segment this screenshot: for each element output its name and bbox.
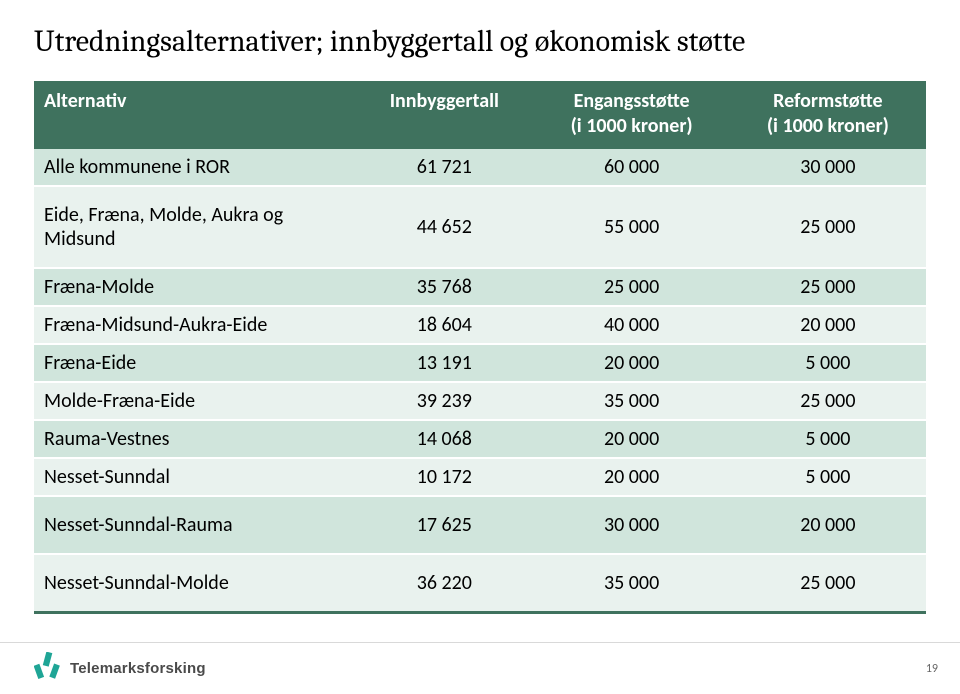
row-value: 25 000: [534, 268, 730, 306]
row-value: 25 000: [730, 268, 926, 306]
table-row: Alle kommunene i ROR61 72160 00030 000: [34, 149, 926, 186]
row-value: 25 000: [730, 554, 926, 613]
row-value: 20 000: [534, 344, 730, 382]
row-value: 30 000: [534, 496, 730, 554]
row-value: 30 000: [730, 149, 926, 186]
col-header-alternativ: Alternativ: [34, 81, 355, 149]
row-value: 13 191: [355, 344, 533, 382]
table-row: Fræna-Molde35 76825 00025 000: [34, 268, 926, 306]
col-header-reformstotte: Reformstøtte(i 1000 kroner): [730, 81, 926, 149]
row-value: 20 000: [730, 306, 926, 344]
row-value: 44 652: [355, 186, 533, 268]
row-label: Rauma-Vestnes: [34, 420, 355, 458]
row-value: 25 000: [730, 382, 926, 420]
row-value: 18 604: [355, 306, 533, 344]
row-value: 60 000: [534, 149, 730, 186]
row-label: Nesset-Sunndal: [34, 458, 355, 496]
page-title: Utredningsalternativer; innbyggertall og…: [34, 24, 926, 59]
row-label: Molde-Fræna-Eide: [34, 382, 355, 420]
row-label: Nesset-Sunndal-Molde: [34, 554, 355, 613]
row-value: 14 068: [355, 420, 533, 458]
table-head: Alternativ Innbyggertall Engangsstøtte(i…: [34, 81, 926, 149]
row-value: 40 000: [534, 306, 730, 344]
row-value: 35 000: [534, 382, 730, 420]
row-value: 17 625: [355, 496, 533, 554]
brand-logo: Telemarksforsking: [34, 652, 206, 685]
data-table: Alternativ Innbyggertall Engangsstøtte(i…: [34, 81, 926, 614]
row-label: Eide, Fræna, Molde, Aukra og Midsund: [34, 186, 355, 268]
row-value: 25 000: [730, 186, 926, 268]
row-value: 39 239: [355, 382, 533, 420]
table-body: Alle kommunene i ROR61 72160 00030 000Ei…: [34, 149, 926, 613]
table-row: Fræna-Midsund-Aukra-Eide18 60440 00020 0…: [34, 306, 926, 344]
logo-icon: [34, 652, 62, 685]
row-value: 35 768: [355, 268, 533, 306]
row-value: 61 721: [355, 149, 533, 186]
row-value: 36 220: [355, 554, 533, 613]
row-label: Fræna-Molde: [34, 268, 355, 306]
row-value: 10 172: [355, 458, 533, 496]
row-label: Fræna-Eide: [34, 344, 355, 382]
row-value: 20 000: [534, 458, 730, 496]
page-number: 19: [926, 662, 938, 676]
row-label: Alle kommunene i ROR: [34, 149, 355, 186]
table-row: Molde-Fræna-Eide39 23935 00025 000: [34, 382, 926, 420]
row-value: 5 000: [730, 344, 926, 382]
row-value: 5 000: [730, 420, 926, 458]
brand-name: Telemarksforsking: [70, 660, 206, 677]
row-label: Nesset-Sunndal-Rauma: [34, 496, 355, 554]
row-value: 5 000: [730, 458, 926, 496]
table-row: Rauma-Vestnes14 06820 0005 000: [34, 420, 926, 458]
row-value: 20 000: [534, 420, 730, 458]
table-row: Fræna-Eide13 19120 0005 000: [34, 344, 926, 382]
col-header-innbyggertall: Innbyggertall: [355, 81, 533, 149]
table-row: Nesset-Sunndal-Molde36 22035 00025 000: [34, 554, 926, 613]
row-value: 35 000: [534, 554, 730, 613]
table-row: Nesset-Sunndal10 17220 0005 000: [34, 458, 926, 496]
col-header-engangsstotte: Engangsstøtte(i 1000 kroner): [534, 81, 730, 149]
footer: Telemarksforsking 19: [0, 642, 960, 694]
row-value: 55 000: [534, 186, 730, 268]
slide: Utredningsalternativer; innbyggertall og…: [0, 0, 960, 694]
table-row: Eide, Fræna, Molde, Aukra og Midsund44 6…: [34, 186, 926, 268]
table-row: Nesset-Sunndal-Rauma17 62530 00020 000: [34, 496, 926, 554]
row-value: 20 000: [730, 496, 926, 554]
row-label: Fræna-Midsund-Aukra-Eide: [34, 306, 355, 344]
